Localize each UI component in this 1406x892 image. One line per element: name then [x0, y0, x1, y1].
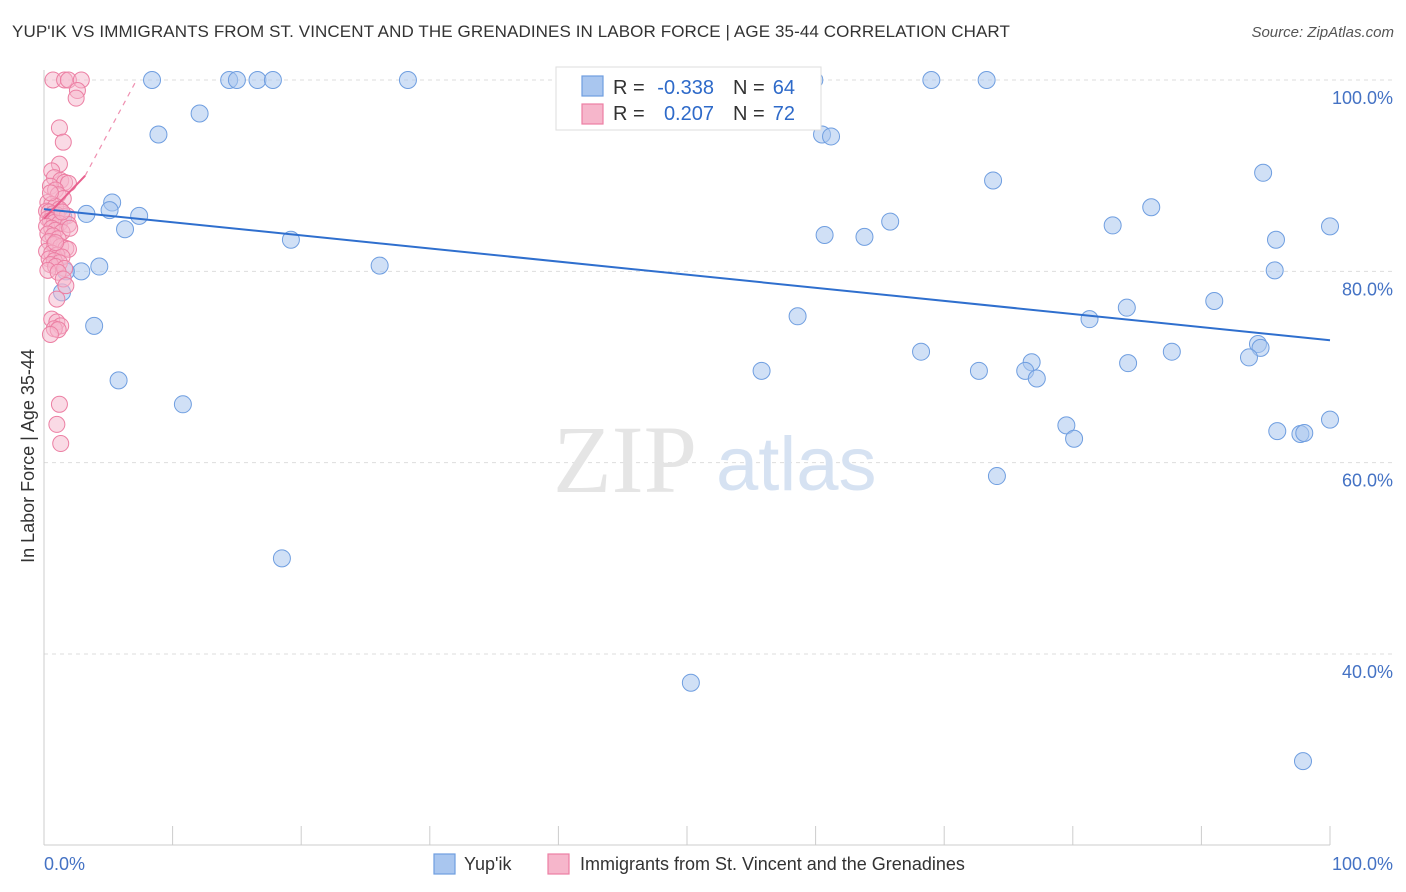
data-point-yupik — [881, 212, 900, 231]
trend-line-yupik — [43, 208, 1331, 342]
stats-swatch-pink — [581, 103, 604, 125]
stats-swatch-blue — [581, 75, 604, 97]
data-point-svg-immigrants — [54, 133, 72, 151]
data-point-yupik — [116, 220, 135, 239]
data-point-yupik — [1080, 310, 1099, 329]
watermark-zip: ZIP — [553, 406, 697, 513]
x-tick-label: 100.0% — [1332, 854, 1393, 874]
data-point-yupik — [1265, 261, 1284, 280]
trend-line-svg-immigrants — [43, 174, 86, 220]
data-point-yupik — [1266, 230, 1285, 249]
data-point-yupik — [1162, 342, 1181, 361]
data-point-yupik — [85, 316, 104, 335]
data-point-yupik — [248, 71, 267, 89]
trend-line-svg-immigrants-extension — [84, 79, 138, 176]
data-point-yupik — [149, 125, 168, 144]
legend-label-yupik: Yup'ik — [464, 854, 512, 874]
data-point-yupik — [1065, 429, 1084, 448]
data-point-yupik — [1251, 338, 1270, 357]
stats-r-label: R = — [613, 77, 645, 99]
data-point-svg-immigrants — [47, 234, 65, 252]
data-point-svg-immigrants — [57, 277, 75, 295]
data-point-yupik — [173, 395, 192, 414]
data-point-yupik — [1119, 354, 1138, 373]
data-point-yupik — [370, 256, 389, 275]
data-point-svg-immigrants — [50, 119, 68, 137]
data-point-yupik — [1321, 217, 1339, 236]
data-point-yupik — [1057, 416, 1076, 435]
y-tick-label: 100.0% — [1332, 88, 1393, 108]
legend-swatch-svg-immigrants — [547, 853, 570, 875]
watermark-atlas: atlas — [716, 422, 877, 507]
data-point-yupik — [815, 225, 834, 244]
trend-lines — [43, 79, 1331, 342]
data-point-yupik — [752, 361, 771, 380]
data-point-svg-immigrants — [48, 415, 66, 433]
y-tick-label: 60.0% — [1342, 471, 1393, 491]
legend: Yup'ik Immigrants from St. Vincent and t… — [433, 853, 965, 875]
y-axis-label: In Labor Force | Age 35-44 — [18, 349, 38, 563]
data-point-yupik — [398, 71, 417, 89]
legend-swatch-yupik — [433, 853, 456, 875]
data-point-yupik — [130, 206, 149, 225]
data-point-yupik — [100, 201, 119, 220]
stats-r-value: -0.338 — [657, 77, 714, 99]
data-point-yupik — [1027, 369, 1046, 388]
data-point-svg-immigrants — [50, 395, 68, 413]
data-point-svg-immigrants — [67, 89, 85, 107]
data-point-svg-immigrants — [61, 219, 79, 237]
data-point-yupik — [1293, 752, 1312, 771]
data-point-yupik — [1205, 291, 1224, 310]
data-point-yupik — [681, 673, 700, 692]
stats-n-value: 64 — [773, 77, 795, 99]
data-point-svg-immigrants — [48, 290, 66, 308]
data-point-svg-immigrants — [41, 184, 59, 202]
data-point-yupik — [788, 307, 807, 326]
series-yupik-points — [53, 71, 1339, 771]
stats-n-value: 72 — [773, 103, 795, 125]
stats-r-label: R = — [613, 103, 645, 125]
data-point-yupik — [1239, 348, 1258, 367]
chart-title: YUP'IK VS IMMIGRANTS FROM ST. VINCENT AN… — [12, 22, 1010, 41]
data-point-svg-immigrants — [52, 435, 70, 453]
source-credit: Source: ZipAtlas.com — [1251, 24, 1394, 41]
stats-box: R = -0.338 N = 64 R = 0.207 N = 72 — [555, 66, 822, 131]
data-point-yupik — [822, 127, 841, 146]
data-point-yupik — [969, 361, 988, 380]
data-point-yupik — [272, 549, 291, 568]
data-point-yupik — [263, 71, 282, 89]
data-point-yupik — [1321, 410, 1339, 429]
data-point-svg-immigrants — [41, 325, 59, 343]
data-point-yupik — [912, 342, 931, 361]
data-point-yupik — [855, 227, 874, 246]
data-point-yupik — [1254, 163, 1273, 182]
gridlines — [44, 79, 1394, 655]
series-svg-immigrants-points — [38, 71, 90, 453]
data-point-yupik — [984, 171, 1003, 190]
watermark: ZIP atlas — [553, 406, 877, 513]
data-point-yupik — [90, 257, 109, 276]
legend-label-svg-immigrants: Immigrants from St. Vincent and the Gren… — [580, 854, 965, 874]
y-tick-label: 40.0% — [1342, 662, 1393, 682]
data-point-yupik — [143, 71, 162, 89]
tick-labels: 100.0% 80.0% 60.0% 40.0% 0.0% 100.0% — [44, 88, 1393, 874]
data-point-yupik — [1117, 298, 1136, 317]
x-tick-label: 0.0% — [44, 854, 85, 874]
data-point-yupik — [1268, 422, 1287, 441]
stats-n-label: N = — [733, 103, 765, 125]
data-point-yupik — [72, 262, 91, 281]
data-point-yupik — [922, 71, 941, 89]
data-point-yupik — [987, 467, 1006, 486]
data-point-yupik — [977, 71, 996, 89]
data-point-yupik — [1103, 216, 1122, 235]
y-tick-label: 80.0% — [1342, 279, 1393, 299]
stats-n-label: N = — [733, 77, 765, 99]
stats-r-value: 0.207 — [664, 103, 714, 125]
data-point-yupik — [109, 371, 128, 390]
data-point-yupik — [227, 71, 246, 89]
data-point-yupik — [1142, 198, 1161, 217]
data-point-yupik — [1295, 424, 1314, 443]
data-point-yupik — [190, 104, 209, 123]
